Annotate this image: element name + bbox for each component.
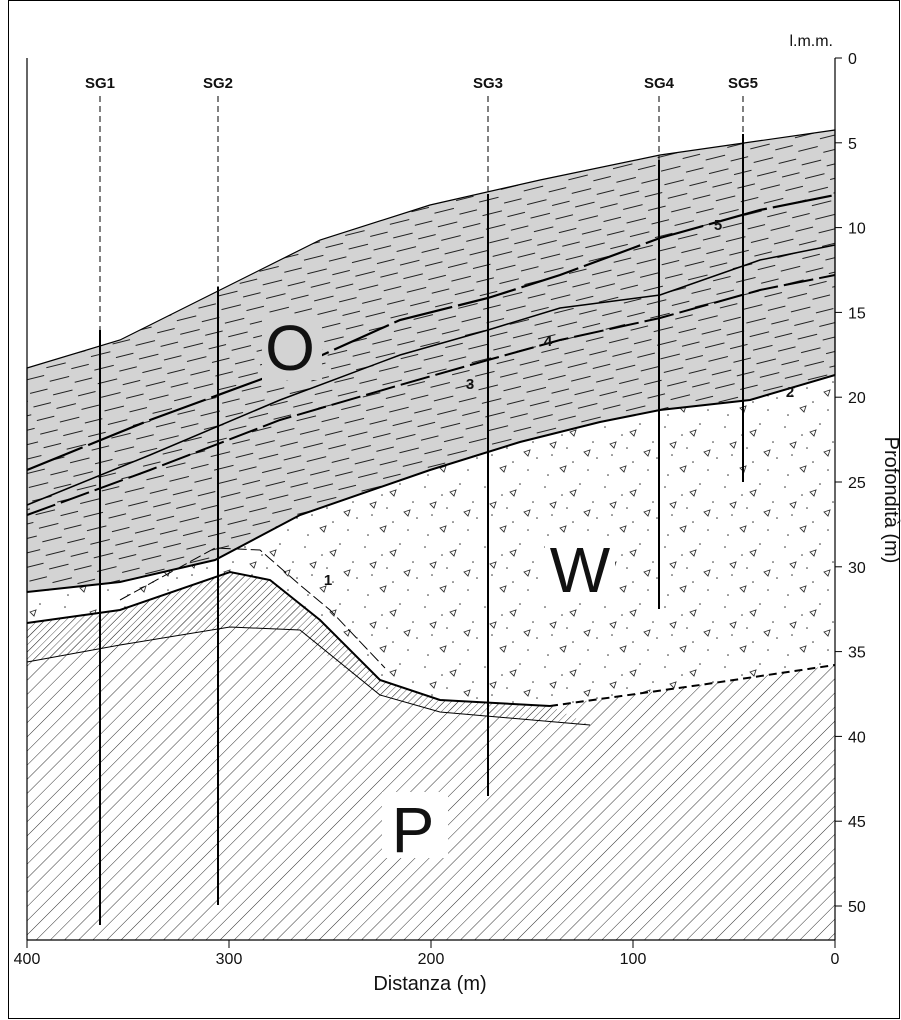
borehole-label: SG3: [473, 75, 503, 92]
y-tick-label: 30: [848, 560, 866, 577]
borehole-label: SG1: [85, 75, 115, 92]
horizon-label: 1: [324, 572, 332, 589]
x-tick-label: 200: [418, 951, 445, 968]
y-tick-label: 40: [848, 729, 866, 746]
label-bg: [262, 318, 322, 380]
x-tick-label: 0: [831, 951, 840, 968]
x-tick-label: 300: [216, 951, 243, 968]
borehole-label: SG5: [728, 75, 758, 92]
x-tick-label: 100: [620, 951, 647, 968]
y-tick-label: 25: [848, 475, 866, 492]
unit-label: W: [550, 534, 611, 606]
y-tick-label: 0: [848, 51, 857, 68]
y-tick-label: 35: [848, 645, 866, 662]
horizon-label: 3: [466, 376, 474, 393]
y-tick-label: 10: [848, 221, 866, 238]
y-tick-label: 45: [848, 814, 866, 831]
transition-zone: [27, 572, 590, 725]
label-bg: [382, 792, 448, 858]
unit-label: P: [392, 794, 435, 866]
y-tick-label: 50: [848, 899, 866, 916]
y-tick-label: 15: [848, 305, 866, 322]
y-axis-label: Profondità (m): [880, 437, 901, 564]
borehole-label: SG4: [644, 75, 675, 92]
frame: [8, 0, 900, 1019]
horizon-label: 2: [786, 384, 794, 401]
y-tick-label: 5: [848, 136, 857, 153]
y-top-label: l.m.m.: [789, 33, 833, 50]
boreholes: [99, 96, 744, 925]
unit-w-area: [27, 375, 835, 706]
unit-label: O: [265, 312, 315, 384]
horizon-label: 5: [714, 217, 722, 234]
y-tick-label: 20: [848, 390, 866, 407]
label-bg: [545, 538, 615, 598]
x-tick-label: 400: [14, 951, 41, 968]
borehole-label: SG2: [203, 75, 233, 92]
x-axis-label: Distanza (m): [373, 973, 486, 995]
horizon-label: 4: [544, 333, 553, 350]
